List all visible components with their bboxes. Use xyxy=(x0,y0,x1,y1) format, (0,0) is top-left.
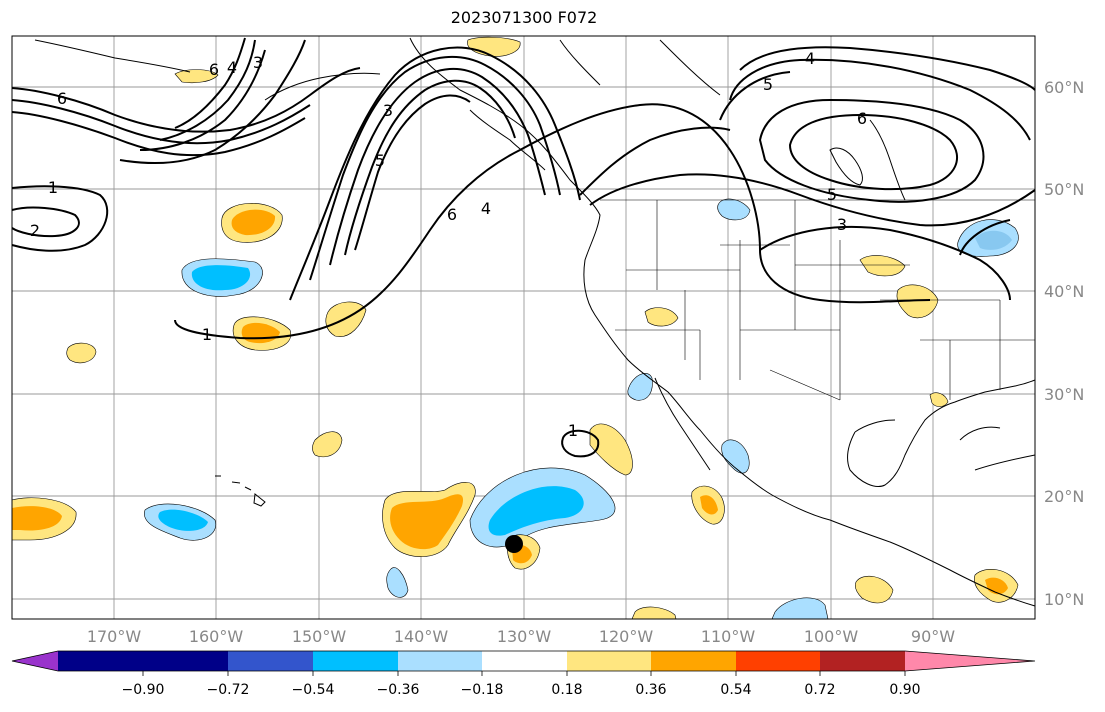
colorbar-tick-label: −0.36 xyxy=(377,682,420,698)
height-contours xyxy=(11,37,1036,458)
colorbar-swatch xyxy=(482,651,567,671)
colorbar-extend-low xyxy=(12,651,58,671)
contour-label: 5 xyxy=(827,185,837,204)
contour-label: 6 xyxy=(857,109,867,128)
colorbar-extend-high xyxy=(905,651,1035,671)
storm-center-marker xyxy=(505,535,523,553)
colorbar-swatch xyxy=(398,651,482,671)
colorbar-swatch xyxy=(313,651,398,671)
contour-label: 2 xyxy=(30,221,40,240)
contour-label: 1 xyxy=(48,178,58,197)
longitude-axis: 170°W 160°W 150°W 140°W 130°W 120°W 110°… xyxy=(87,627,955,646)
contour-label: 3 xyxy=(383,101,393,120)
contour-label: 3 xyxy=(253,53,263,72)
lon-tick-label: 120°W xyxy=(599,627,654,646)
colorbar-swatch xyxy=(651,651,736,671)
colorbar-swatch xyxy=(228,651,313,671)
lat-tick-label: 40°N xyxy=(1044,282,1084,301)
colorbar-tick-label: 0.18 xyxy=(551,682,582,698)
lon-tick-label: 100°W xyxy=(804,627,859,646)
colorbar-tick-label: −0.90 xyxy=(122,682,165,698)
colorbar-tick-label: 0.36 xyxy=(635,682,666,698)
colorbar-tick-label: 0.72 xyxy=(804,682,835,698)
lat-tick-label: 10°N xyxy=(1044,590,1084,609)
lat-tick-label: 20°N xyxy=(1044,487,1084,506)
contour-label: 4 xyxy=(227,58,237,77)
contour-label: 5 xyxy=(375,151,385,170)
contour-label: 1 xyxy=(202,325,212,344)
contour-label: 6 xyxy=(57,89,67,108)
contour-label: 5 xyxy=(763,75,773,94)
contour-label: 3 xyxy=(837,215,847,234)
lon-tick-label: 140°W xyxy=(394,627,449,646)
colorbar: −0.90 −0.72 −0.54 −0.36 −0.18 0.18 0.36 … xyxy=(11,650,1036,698)
colorbar-tick-label: 0.90 xyxy=(889,682,920,698)
lon-tick-label: 130°W xyxy=(497,627,552,646)
lon-tick-label: 110°W xyxy=(701,627,756,646)
colorbar-tick-label: −0.54 xyxy=(292,682,335,698)
lat-tick-label: 30°N xyxy=(1044,385,1084,404)
hawaii-islands xyxy=(215,475,266,507)
contour-label: 6 xyxy=(209,60,219,79)
lon-tick-label: 150°W xyxy=(292,627,347,646)
lat-tick-label: 50°N xyxy=(1044,180,1084,199)
lon-tick-label: 90°W xyxy=(911,627,955,646)
colorbar-tick-label: −0.18 xyxy=(461,682,504,698)
contour-labels: 6 1 2 1 6 4 3 3 5 6 4 4 5 6 5 3 1 xyxy=(30,49,867,440)
colorbar-swatch xyxy=(143,651,228,671)
lat-tick-label: 60°N xyxy=(1044,78,1084,97)
colorbar-swatch xyxy=(820,651,905,671)
contour-label: 4 xyxy=(481,199,491,218)
lon-tick-label: 160°W xyxy=(189,627,244,646)
colorbar-swatch xyxy=(567,651,651,671)
colorbar-swatch xyxy=(58,651,143,671)
colorbar-outline xyxy=(11,650,1036,672)
colorbar-swatch xyxy=(736,651,820,671)
contour-label: 1 xyxy=(568,421,578,440)
lon-tick-label: 170°W xyxy=(87,627,142,646)
map-title: 2023071300 F072 xyxy=(450,8,598,27)
contour-label: 4 xyxy=(805,49,815,68)
map-frame xyxy=(11,35,1036,620)
contour-label: 6 xyxy=(447,205,457,224)
latitude-axis: 60°N 50°N 40°N 30°N 20°N 10°N xyxy=(1044,78,1084,609)
coastlines xyxy=(34,37,1036,607)
colorbar-tick-label: −0.72 xyxy=(207,682,250,698)
colorbar-tick-label: 0.54 xyxy=(720,682,751,698)
shaded-anomalies xyxy=(11,36,1019,620)
